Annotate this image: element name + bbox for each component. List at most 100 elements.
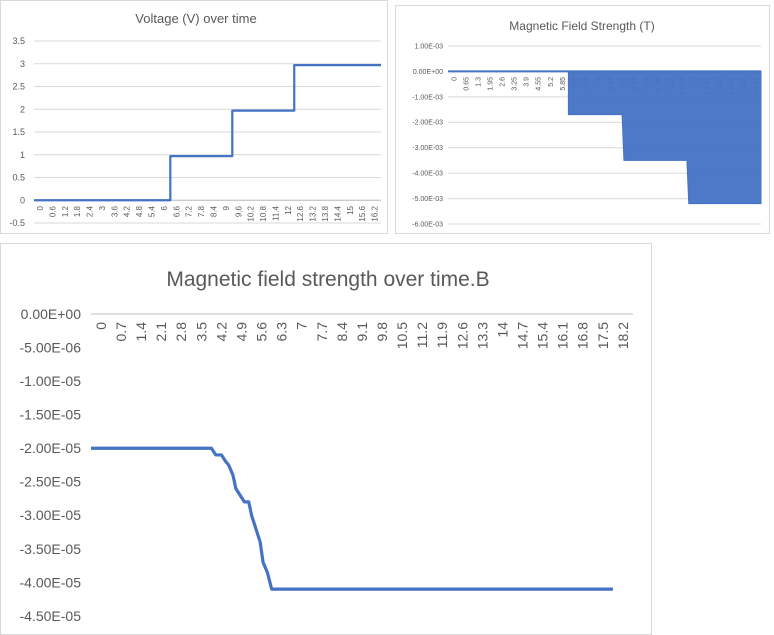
field-over-time-y-tick-label: -3.00E-05 — [20, 507, 82, 523]
voltage-x-tick-label: 15 — [346, 205, 355, 214]
field-over-time-series-line — [91, 446, 613, 591]
voltage-y-tick-label: 1.5 — [12, 127, 25, 137]
field-over-time-x-tick-label: 16.1 — [555, 322, 571, 349]
voltage-series-line — [34, 64, 381, 202]
field-over-time-x-tick-label: 7 — [294, 322, 310, 330]
field-y-tick-label: 0.00E+00 — [413, 69, 443, 76]
voltage-x-tick-label: 9 — [222, 205, 231, 210]
field-chart: Magnetic Field Strength (T) 1.00E-03 0.00… — [412, 19, 762, 228]
voltage-x-tick-label: 4.2 — [123, 205, 132, 217]
field-y-tick-label: -4.00E-03 — [412, 171, 443, 178]
voltage-x-tick-label: 9.6 — [234, 205, 243, 217]
voltage-x-tick-label: 11.4 — [271, 205, 280, 221]
field-y-tick-label: -1.00E-03 — [412, 94, 443, 101]
field-y-tick-label: -2.00E-03 — [412, 120, 443, 127]
field-x-tick-label: 0.65 — [464, 77, 471, 91]
voltage-x-tick-label: 12 — [284, 205, 293, 214]
field-x-tick-label: 1.3 — [476, 77, 483, 87]
field-over-time-x-tick-label: 0.7 — [113, 322, 129, 342]
field-x-tick-label: 5.2 — [548, 77, 555, 87]
field-over-time-chart-title: Magnetic field strength over time.B — [166, 268, 489, 291]
voltage-x-tick-label: 6 — [160, 205, 169, 210]
voltage-x-tick-label: 1.2 — [61, 205, 70, 217]
field-over-time-x-tick-label: 7.7 — [314, 322, 330, 342]
voltage-x-tick-label: 1.8 — [73, 205, 82, 217]
field-over-time-chart-panel: Magnetic field strength over time.B 0.00… — [0, 243, 652, 635]
field-over-time-x-tick-label: 16.8 — [575, 322, 591, 349]
field-x-tick-label: 1.95 — [488, 77, 495, 91]
field-over-time-y-tick-label: -1.00E-05 — [20, 373, 82, 389]
voltage-x-tick-label: 4.8 — [135, 205, 144, 217]
field-over-time-y-tick-label: -5.00E-06 — [20, 339, 82, 355]
voltage-x-tick-label: 7.2 — [185, 205, 194, 217]
field-over-time-x-tick-label: 9.1 — [354, 322, 370, 342]
field-chart-title: Magnetic Field Strength (T) — [509, 19, 654, 33]
field-y-tick-label: -3.00E-03 — [412, 145, 443, 152]
field-y-tick-label: 1.00E-03 — [415, 43, 444, 50]
field-over-time-x-tick-label: 2.8 — [173, 322, 189, 342]
voltage-chart-title: Voltage (V) over time — [135, 11, 256, 26]
field-over-time-x-tick-label: 2.1 — [153, 322, 169, 342]
field-chart-panel: Magnetic Field Strength (T) 1.00E-03 0.00… — [395, 5, 770, 234]
field-x-tick-label: 3.9 — [524, 77, 531, 87]
voltage-y-tick-label: 0.5 — [12, 173, 25, 183]
voltage-x-tick-label: 6.6 — [172, 205, 181, 217]
voltage-y-tick-label: 3.5 — [12, 36, 25, 46]
field-over-time-x-tick-label: 0 — [93, 322, 109, 330]
voltage-x-tick-label: 14.4 — [333, 205, 342, 221]
field-x-tick-label: 0 — [451, 77, 458, 81]
voltage-y-tick-label: 1 — [20, 150, 25, 160]
voltage-y-tick-label: 2.5 — [12, 82, 25, 92]
voltage-y-tick-label: 3 — [20, 59, 25, 69]
voltage-chart-panel: Voltage (V) over time 3.5 3 2.5 2 1.5 1 0.5 0 -0… — [0, 0, 388, 234]
field-x-tick-label: 2.6 — [500, 77, 507, 87]
field-y-tick-label: -5.00E-03 — [412, 196, 443, 203]
voltage-y-tick-label: 0 — [20, 195, 25, 205]
field-over-time-y-tick-label: -3.50E-05 — [20, 541, 82, 557]
field-over-time-y-tick-label: -4.50E-05 — [20, 608, 82, 624]
field-over-time-y-tick-label: -4.00E-05 — [20, 574, 82, 590]
voltage-x-tick-label: 10.8 — [259, 205, 268, 221]
field-over-time-x-tick-label: 14 — [494, 322, 510, 338]
voltage-x-tick-label: 8.4 — [209, 205, 218, 217]
voltage-x-tick-label: 5.4 — [148, 205, 157, 217]
field-over-time-x-tick-label: 3.5 — [193, 322, 209, 342]
field-over-time-chart: Magnetic field strength over time.B 0.00… — [20, 268, 633, 624]
field-series-area — [448, 70, 762, 205]
field-over-time-x-tick-label: 6.3 — [274, 322, 290, 342]
field-x-tick-label: 4.55 — [536, 77, 543, 91]
field-over-time-x-tick-label: 17.5 — [595, 322, 611, 349]
voltage-x-tick-label: 3 — [98, 205, 107, 210]
field-over-time-x-tick-label: 14.7 — [514, 322, 530, 349]
field-over-time-x-tick-label: 4.9 — [233, 322, 249, 342]
field-x-tick-label: 5.85 — [560, 77, 567, 91]
field-over-time-x-tick-label: 5.6 — [254, 322, 270, 342]
voltage-x-tick-label: 13.8 — [321, 205, 330, 221]
field-over-time-y-tick-label: -2.00E-05 — [20, 440, 82, 456]
field-over-time-x-tick-label: 13.3 — [474, 322, 490, 349]
field-x-tick-label: 3.25 — [512, 77, 519, 91]
voltage-x-tick-label: 3.6 — [110, 205, 119, 217]
field-over-time-x-tick-label: 18.2 — [615, 322, 631, 349]
voltage-x-tick-label: 15.6 — [358, 205, 367, 221]
voltage-x-tick-label: 10.2 — [247, 205, 256, 221]
field-over-time-x-tick-label: 11.2 — [414, 322, 430, 348]
field-over-time-x-tick-label: 8.4 — [334, 322, 350, 342]
voltage-x-tick-label: 7.8 — [197, 205, 206, 217]
voltage-y-tick-label: 2 — [20, 104, 25, 114]
voltage-x-tick-label: 12.6 — [296, 205, 305, 221]
field-over-time-x-tick-label: 15.4 — [535, 322, 551, 349]
voltage-chart: Voltage (V) over time 3.5 3 2.5 2 1.5 1 0.5 0 -0… — [9, 11, 381, 228]
field-over-time-x-tick-label: 11.9 — [434, 322, 450, 348]
voltage-x-tick-label: 13.2 — [309, 205, 318, 221]
field-over-time-x-tick-label: 10.5 — [394, 322, 410, 349]
field-over-time-x-tick-label: 4.2 — [213, 322, 229, 342]
field-over-time-x-tick-label: 9.8 — [374, 322, 390, 342]
field-over-time-y-tick-label: 0.00E+00 — [21, 306, 82, 322]
field-over-time-x-tick-label: 12.6 — [454, 322, 470, 349]
voltage-x-tick-label: 0 — [36, 205, 45, 210]
field-over-time-y-tick-label: -1.50E-05 — [20, 407, 82, 423]
field-over-time-x-tick-label: 1.4 — [133, 322, 149, 342]
voltage-x-tick-label: 2.4 — [86, 205, 95, 217]
voltage-x-tick-label: 16.2 — [371, 205, 380, 221]
